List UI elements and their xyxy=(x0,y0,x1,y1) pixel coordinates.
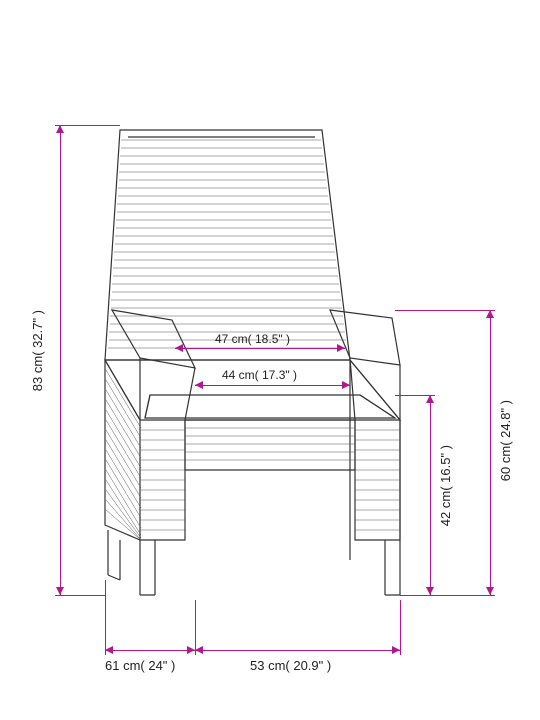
arrow xyxy=(195,381,203,389)
dim-seat-depth-line xyxy=(175,348,345,349)
arrow xyxy=(426,395,434,403)
arrow xyxy=(486,587,494,595)
dim-seat-height-line xyxy=(430,395,431,595)
arrow xyxy=(105,646,113,654)
diagram-canvas: 83 cm( 32.7" ) 60 cm( 24.8" ) 42 cm( 16.… xyxy=(0,0,540,720)
arrow xyxy=(337,344,345,352)
dim-seat-height-label: 42 cm( 16.5" ) xyxy=(438,445,453,526)
dim-depth-line xyxy=(105,650,195,651)
tick xyxy=(55,595,105,596)
tick xyxy=(395,310,495,311)
arrow xyxy=(56,587,64,595)
dim-seat-depth-label: 47 cm( 18.5" ) xyxy=(215,332,290,346)
dim-width-label: 53 cm( 20.9" ) xyxy=(250,658,331,673)
tick xyxy=(400,600,401,655)
arrow xyxy=(187,646,195,654)
dim-total-height-label: 83 cm( 32.7" ) xyxy=(30,310,45,391)
dim-depth-label: 61 cm( 24" ) xyxy=(105,658,175,673)
arrow xyxy=(426,587,434,595)
arrow xyxy=(175,344,183,352)
arrow xyxy=(342,381,350,389)
dim-arm-height-label: 60 cm( 24.8" ) xyxy=(498,400,513,481)
dim-seat-width-line xyxy=(195,385,350,386)
tick xyxy=(105,580,106,655)
arrow xyxy=(195,646,203,654)
dim-seat-width-label: 44 cm( 17.3" ) xyxy=(222,368,297,382)
arrow xyxy=(56,125,64,133)
tick xyxy=(55,125,120,126)
tick xyxy=(400,595,495,596)
chair-drawing xyxy=(0,0,540,720)
dim-total-height-line xyxy=(60,125,61,595)
dim-width-line xyxy=(195,650,400,651)
dim-arm-height-line xyxy=(490,310,491,595)
arrow xyxy=(392,646,400,654)
arrow xyxy=(486,310,494,318)
